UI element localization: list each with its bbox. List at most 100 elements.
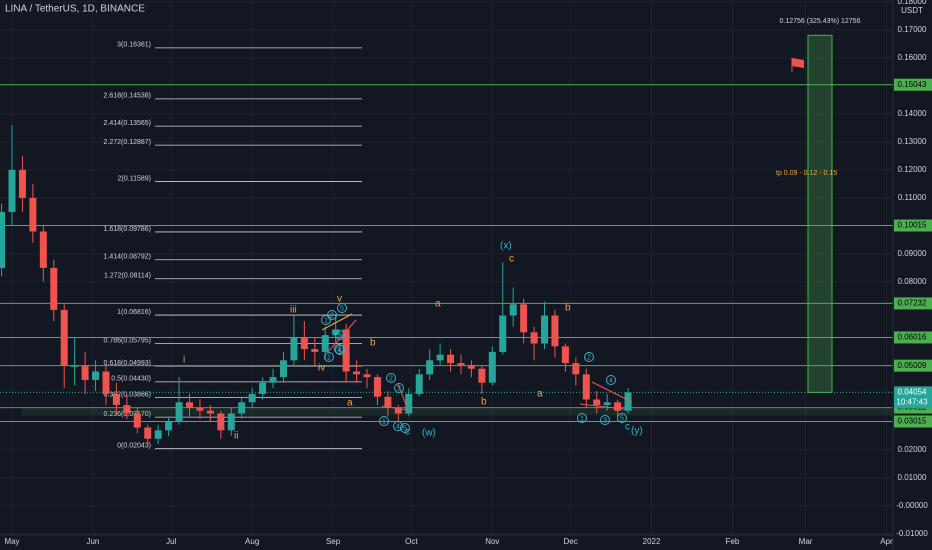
wave-label: ii — [234, 431, 238, 442]
wave-count-ring — [337, 303, 347, 313]
candle-body — [447, 354, 455, 364]
projection-label: 0.12756 (325.43%) 12756 — [780, 18, 861, 25]
fib-label: 2(0.11589) — [118, 175, 151, 182]
wave-count: 4 — [609, 377, 613, 384]
level-label: 0.07232 — [898, 299, 927, 308]
level-label: 0.10015 — [898, 221, 927, 230]
candle-body — [50, 267, 58, 310]
x-tick-label: Dec — [564, 537, 578, 546]
wave-count-ring — [393, 421, 403, 431]
candle-body — [206, 410, 214, 414]
wedge-line — [327, 319, 357, 353]
candle-body — [614, 402, 622, 411]
wave-label: i — [183, 355, 185, 366]
candle-body — [8, 169, 16, 212]
level-label: 0.06016 — [898, 333, 927, 342]
level-tag — [894, 331, 932, 344]
x-tick-label: Jul — [166, 537, 176, 546]
candle-body — [71, 365, 79, 367]
wave-count: 2 — [327, 354, 331, 361]
wave-count-ring — [584, 352, 594, 362]
level-tag — [894, 415, 932, 428]
wedge-line — [321, 313, 353, 331]
level-label: 0.05009 — [898, 361, 927, 370]
wave-count: 1 — [580, 415, 584, 422]
x-tick-label: Jun — [86, 537, 99, 546]
y-tick-label: 0.12000 — [898, 165, 927, 174]
candle-body — [165, 421, 173, 431]
triangle-line — [579, 403, 633, 411]
x-tick-label: 2022 — [643, 537, 661, 546]
candle-body — [373, 377, 381, 397]
level-label: 0.03015 — [898, 417, 927, 426]
annotations: iii v iv i ii b a (x) c a b b a c (w) c … — [183, 58, 804, 442]
fib-label: 2.414(0.13565) — [104, 120, 151, 127]
candle-body — [394, 407, 402, 414]
flag — [792, 58, 804, 68]
wave-count-ring — [379, 416, 389, 426]
candle-body — [133, 413, 141, 428]
wave-count: 4 — [337, 346, 341, 353]
y-tick-label: 0.11000 — [898, 193, 927, 202]
wave-label: iii — [290, 305, 297, 316]
fib-label: 2.272(0.12887) — [104, 139, 151, 146]
projection-box — [807, 34, 833, 393]
chart-title: LINA / TetherUS, 1D, BINANCE — [5, 4, 145, 15]
wave-count-ring — [334, 344, 344, 354]
candle-body — [436, 354, 444, 361]
support-zone — [22, 407, 893, 416]
wave-label: (y) — [631, 426, 643, 437]
wave-count: 4 — [396, 423, 400, 430]
wave-count: 5 — [620, 415, 624, 422]
candle-body — [488, 351, 496, 383]
candle-body — [603, 402, 611, 406]
wave-count: 5 — [340, 305, 344, 312]
fib-label: 3(0.16361) — [117, 42, 151, 49]
candle-body — [39, 231, 47, 268]
wave-count: 1 — [382, 418, 386, 425]
wave-label: a — [537, 389, 543, 400]
fib-label: 1.414(0.08792) — [104, 254, 151, 261]
wave-count: 4 — [338, 347, 342, 354]
candle-body — [112, 393, 120, 406]
wave-count-ring — [321, 315, 331, 325]
last-price-tag — [894, 386, 932, 409]
candle-body — [81, 365, 89, 380]
x-tick-label: Sep — [326, 537, 341, 546]
candle-body — [478, 368, 486, 383]
wave-label: a — [435, 299, 441, 310]
wave-count-ring — [386, 373, 396, 383]
wave-count-ring — [606, 375, 616, 385]
level-tag — [894, 359, 932, 372]
candle-body — [290, 337, 298, 361]
currency: USDT — [901, 6, 923, 15]
candle-body — [196, 407, 204, 411]
y-tick-label: -0.00000 — [896, 501, 928, 510]
candle-body — [363, 374, 371, 378]
wave-count-ring — [327, 310, 337, 320]
candle-body — [175, 402, 183, 422]
candle-body — [18, 169, 26, 198]
candle-body — [269, 377, 277, 383]
countdown: 10:47:43 — [896, 397, 928, 406]
candle-body — [457, 363, 465, 366]
level-tag — [894, 219, 932, 232]
wave-count-ring — [335, 330, 345, 340]
wave-label: a — [347, 398, 353, 409]
candle-body — [509, 304, 517, 316]
wave-label: c — [509, 254, 514, 265]
axis-panel — [893, 0, 932, 550]
target-note: tp 0.09 - 0.12 - 0.15 — [776, 170, 837, 177]
candle-body — [300, 337, 308, 350]
candle-body — [572, 363, 580, 375]
candle-body — [60, 309, 68, 366]
candle-body — [415, 374, 423, 394]
candle-body — [186, 402, 194, 408]
wave-label: b — [481, 397, 487, 408]
fib-label: 2.618(0.14538) — [104, 93, 151, 100]
candle-body — [29, 197, 37, 232]
marks — [0, 125, 632, 448]
